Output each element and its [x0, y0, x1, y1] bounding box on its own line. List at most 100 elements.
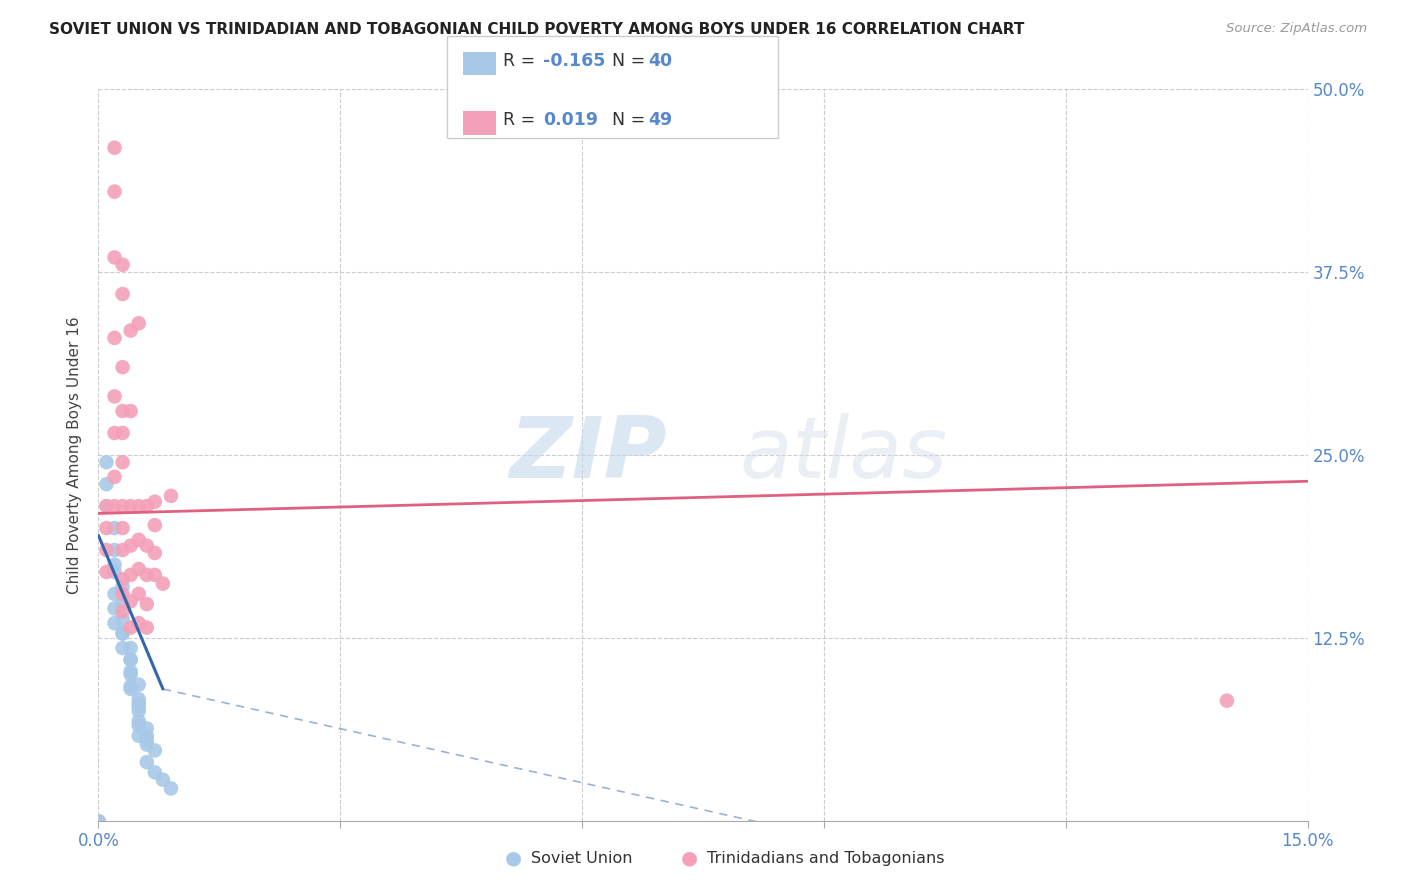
Point [111, 626, 134, 640]
Point [111, 543, 134, 558]
Y-axis label: Child Poverty Among Boys Under 16: Child Poverty Among Boys Under 16 [67, 316, 83, 594]
Point [128, 699, 150, 714]
Point [111, 612, 134, 626]
Point [128, 616, 150, 631]
Point [103, 389, 125, 403]
Point [111, 604, 134, 618]
Point [120, 653, 142, 667]
Point [128, 499, 150, 513]
Point [135, 539, 157, 553]
Point [120, 594, 142, 608]
Point [120, 499, 142, 513]
Point [135, 722, 157, 736]
Point [128, 714, 150, 728]
Point [128, 692, 150, 706]
Point [103, 565, 125, 579]
Text: 0.019: 0.019 [543, 112, 598, 129]
Text: N =: N = [612, 112, 651, 129]
Point [111, 580, 134, 594]
Point [103, 141, 125, 155]
Point [128, 587, 150, 601]
Point [96, 499, 118, 513]
Point [96, 565, 118, 579]
Point [111, 287, 134, 301]
Point [135, 738, 157, 752]
Point [120, 324, 142, 338]
Point [160, 489, 183, 503]
Text: 40: 40 [648, 52, 672, 70]
Point [111, 455, 134, 469]
Point [111, 499, 134, 513]
Point [120, 539, 142, 553]
Point [103, 331, 125, 345]
Point [103, 251, 125, 265]
Text: Soviet Union: Soviet Union [531, 851, 633, 865]
Point [111, 640, 134, 655]
Point [120, 567, 142, 582]
Point [135, 733, 157, 747]
Point [103, 616, 125, 631]
Point [135, 621, 157, 635]
Text: 49: 49 [648, 112, 672, 129]
Point [103, 521, 125, 535]
Point [120, 679, 142, 693]
Point [111, 572, 134, 586]
Point [103, 601, 125, 615]
Point [120, 653, 142, 667]
Point [111, 597, 134, 611]
Point [120, 621, 142, 635]
Point [143, 765, 166, 780]
Point [96, 477, 118, 491]
Point [128, 316, 150, 330]
Point [111, 626, 134, 640]
Point [111, 587, 134, 601]
Text: R =: R = [503, 112, 547, 129]
Point [143, 546, 166, 560]
Point [135, 597, 157, 611]
Point [135, 567, 157, 582]
Point [143, 567, 166, 582]
Text: atlas: atlas [740, 413, 948, 497]
Point [103, 558, 125, 572]
Point [160, 781, 183, 796]
Point [96, 499, 118, 513]
Text: N =: N = [612, 52, 651, 70]
Point [128, 729, 150, 743]
Point [1216, 694, 1239, 708]
Point [128, 533, 150, 547]
Point [120, 665, 142, 679]
Text: Source: ZipAtlas.com: Source: ZipAtlas.com [1226, 22, 1367, 36]
Point [111, 521, 134, 535]
Point [111, 360, 134, 375]
Point [111, 404, 134, 418]
Point [103, 587, 125, 601]
Point [128, 704, 150, 718]
Text: -0.165: -0.165 [543, 52, 605, 70]
Point [96, 543, 118, 558]
Point [152, 576, 174, 591]
Point [120, 667, 142, 681]
Point [103, 470, 125, 484]
Point [143, 518, 166, 533]
Point [128, 718, 150, 732]
Text: ZIP: ZIP [509, 413, 666, 497]
Text: R =: R = [503, 52, 541, 70]
Text: SOVIET UNION VS TRINIDADIAN AND TOBAGONIAN CHILD POVERTY AMONG BOYS UNDER 16 COR: SOVIET UNION VS TRINIDADIAN AND TOBAGONI… [49, 22, 1025, 37]
Point [103, 499, 125, 513]
Point [120, 404, 142, 418]
Point [103, 543, 125, 558]
Point [143, 494, 166, 508]
Point [135, 729, 157, 743]
Text: Trinidadians and Tobagonians: Trinidadians and Tobagonians [707, 851, 945, 865]
Point [111, 258, 134, 272]
Point [135, 499, 157, 513]
Point [103, 425, 125, 440]
Point [111, 425, 134, 440]
Text: ●: ● [681, 848, 697, 868]
Point [87, 814, 110, 828]
Point [128, 697, 150, 711]
Point [96, 455, 118, 469]
Text: ●: ● [505, 848, 522, 868]
Point [120, 640, 142, 655]
Point [120, 681, 142, 696]
